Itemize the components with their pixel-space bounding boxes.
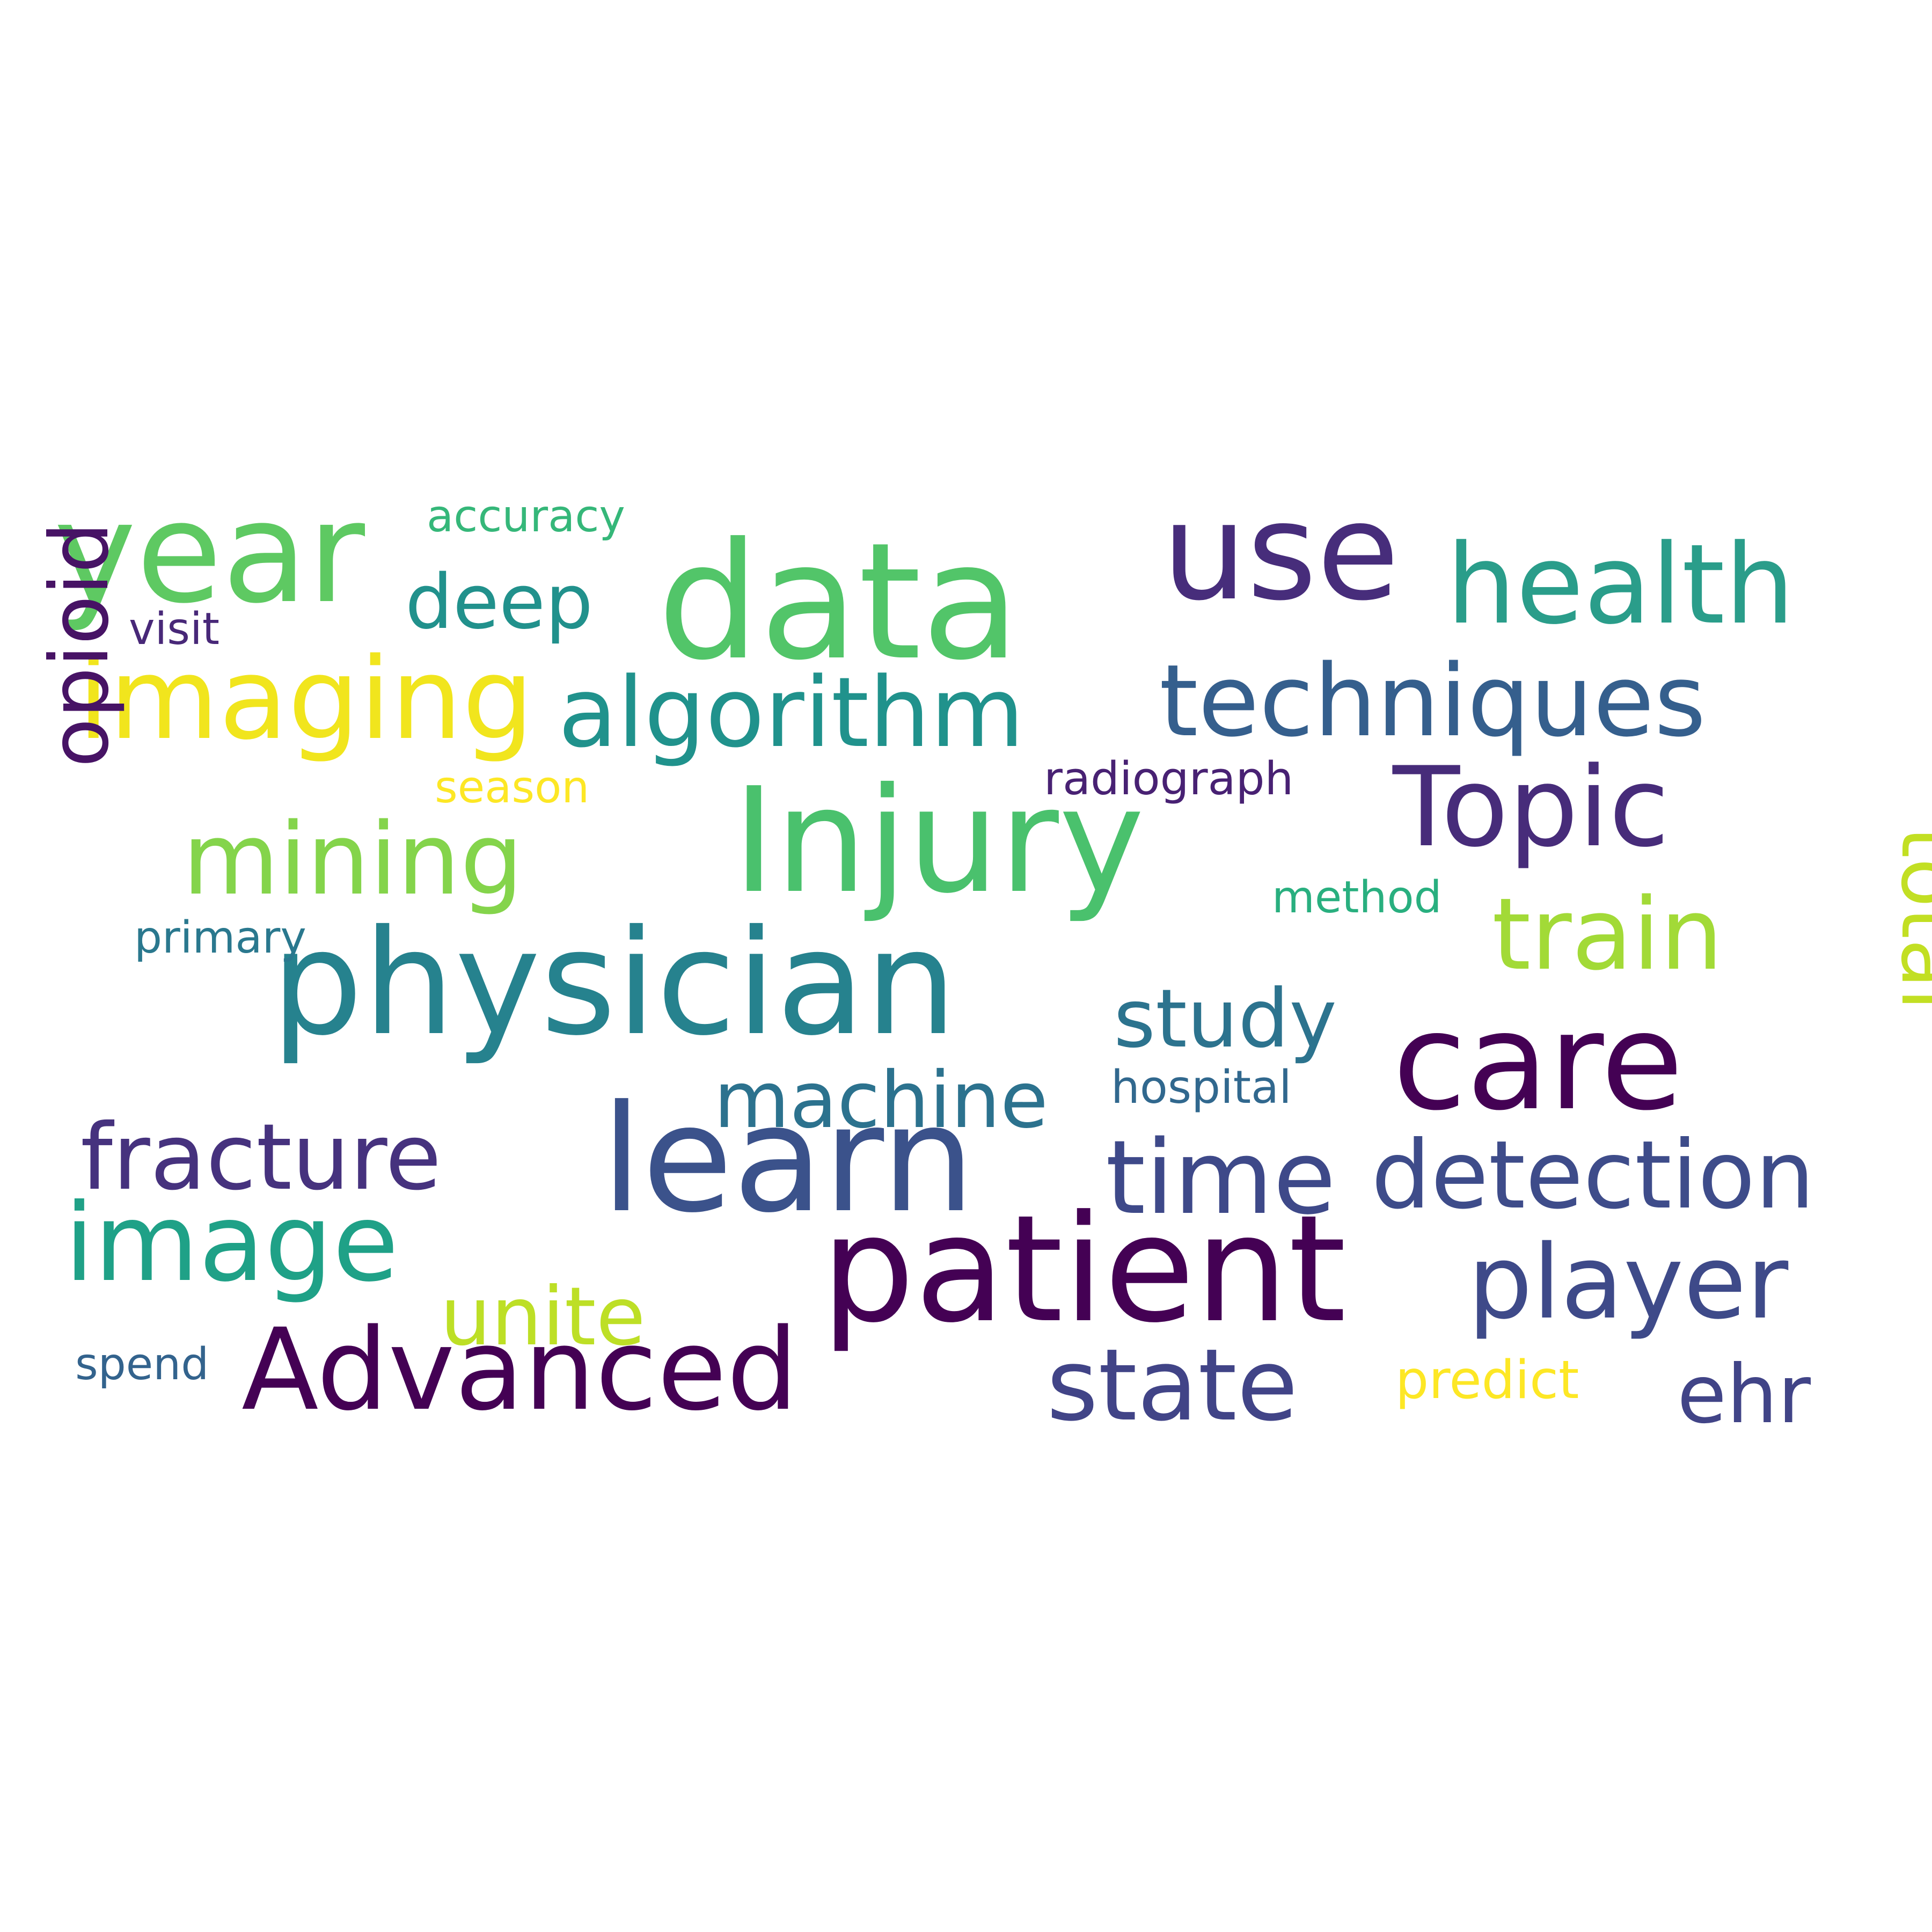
- word-data: data: [657, 508, 1020, 696]
- word-player: player: [1468, 1223, 1789, 1342]
- word-total: total: [1883, 826, 1932, 1011]
- word-physician: physician: [271, 898, 957, 1067]
- word-topic: Topic: [1392, 744, 1670, 872]
- word-fracture: fracture: [80, 1104, 442, 1211]
- word-state: state: [1046, 1327, 1298, 1443]
- word-detection: detection: [1371, 1121, 1814, 1230]
- word-study: study: [1114, 972, 1337, 1066]
- word-use: use: [1162, 474, 1400, 630]
- word-health: health: [1446, 521, 1795, 649]
- word-machine: machine: [714, 1055, 1048, 1146]
- word-year: year: [54, 472, 367, 634]
- word-method: method: [1272, 872, 1442, 923]
- word-predict: predict: [1395, 1350, 1579, 1411]
- word-opioid: opioid: [33, 522, 127, 767]
- word-train: train: [1492, 876, 1723, 992]
- word-care: care: [1393, 984, 1684, 1140]
- word-spend: spend: [75, 1339, 209, 1390]
- word-advanced: Advanced: [241, 1304, 798, 1436]
- word-accuracy: accuracy: [427, 491, 625, 542]
- word-learn: learn: [601, 1073, 975, 1245]
- word-visit: visit: [129, 604, 219, 655]
- word-imaging: imaging: [78, 633, 534, 765]
- word-ehr: ehr: [1677, 1348, 1811, 1441]
- word-mining: mining: [182, 801, 523, 917]
- word-algorithm: algorithm: [558, 657, 1024, 769]
- word-patient: patient: [821, 1183, 1346, 1355]
- word-hospital: hospital: [1111, 1061, 1292, 1114]
- word-radiograph: radiograph: [1044, 752, 1293, 806]
- word-unite: unite: [440, 1270, 646, 1364]
- word-time: time: [1106, 1118, 1336, 1237]
- word-image: image: [64, 1181, 399, 1306]
- word-injury: Injury: [733, 756, 1145, 925]
- word-deep: deep: [405, 559, 593, 646]
- word-season: season: [435, 762, 589, 813]
- word-techniques: techniques: [1159, 643, 1706, 759]
- word-primary: primary: [134, 912, 306, 963]
